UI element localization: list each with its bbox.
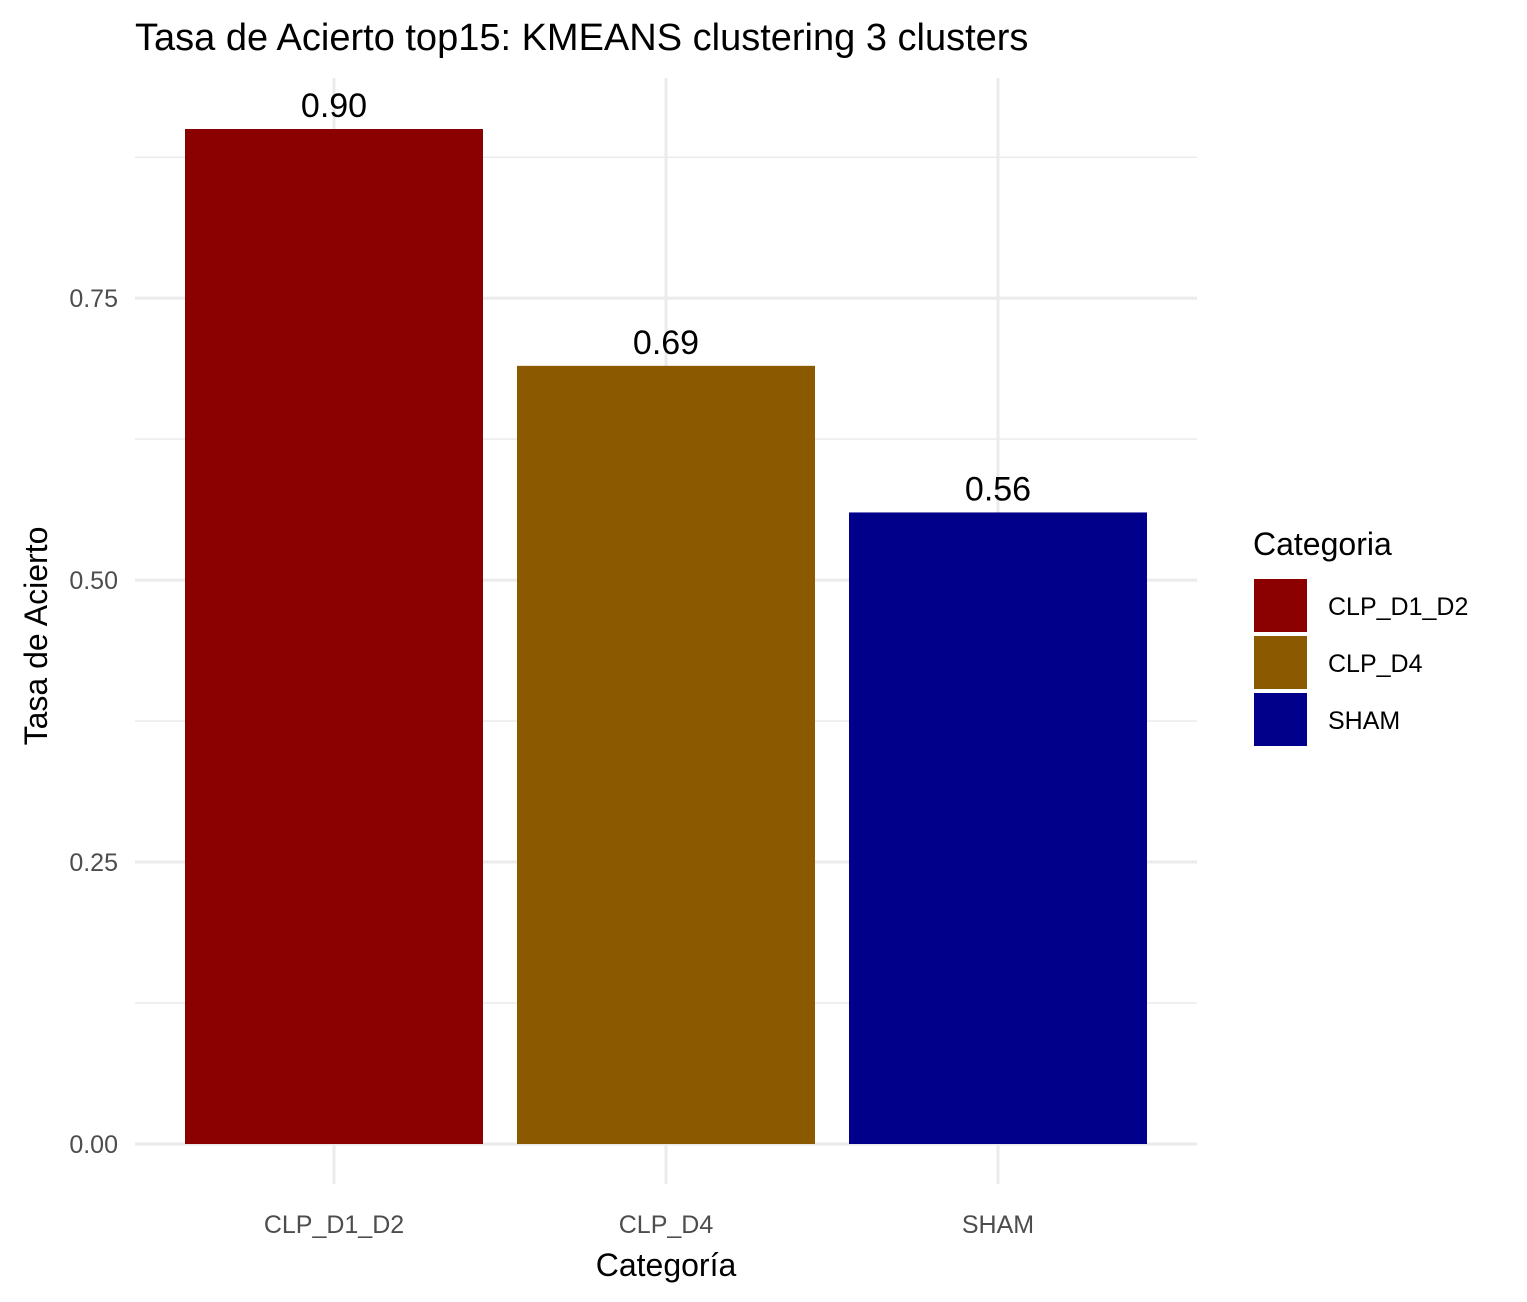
y-tick-label: 0.50 [69,567,118,595]
y-axis-title: Tasa de Acierto [18,527,54,746]
bars [185,129,1147,1144]
y-tick-label: 0.25 [69,849,118,877]
legend-swatch [1254,579,1307,632]
x-tick-label: CLP_D1_D2 [264,1211,404,1239]
bar-value-labels: 0.90 0.69 0.56 [301,87,1031,508]
x-axis-ticks: CLP_D1_D2 CLP_D4 SHAM [264,1211,1034,1239]
bar [185,129,483,1144]
y-tick-label: 0.00 [69,1131,118,1159]
legend: Categoria CLP_D1_D2 CLP_D4 SHAM [1253,526,1468,746]
bar-value-label: 0.56 [965,470,1031,508]
y-tick-label: 0.75 [69,285,118,313]
bar [849,512,1147,1144]
bar [517,365,815,1144]
legend-swatch [1254,693,1307,746]
x-axis-title: Categoría [596,1247,737,1283]
x-tick-label: SHAM [962,1211,1034,1239]
bar-value-label: 0.69 [633,324,699,362]
chart-title: Tasa de Acierto top15: KMEANS clustering… [135,17,1028,59]
legend-title: Categoria [1253,526,1392,562]
bar-value-label: 0.90 [301,87,367,125]
legend-label: CLP_D1_D2 [1328,593,1468,621]
x-tick-label: CLP_D4 [619,1211,714,1239]
legend-label: CLP_D4 [1328,650,1423,678]
legend-label: SHAM [1328,707,1400,735]
legend-swatch [1254,636,1307,689]
y-axis-ticks: 0.00 0.25 0.50 0.75 [69,285,118,1159]
